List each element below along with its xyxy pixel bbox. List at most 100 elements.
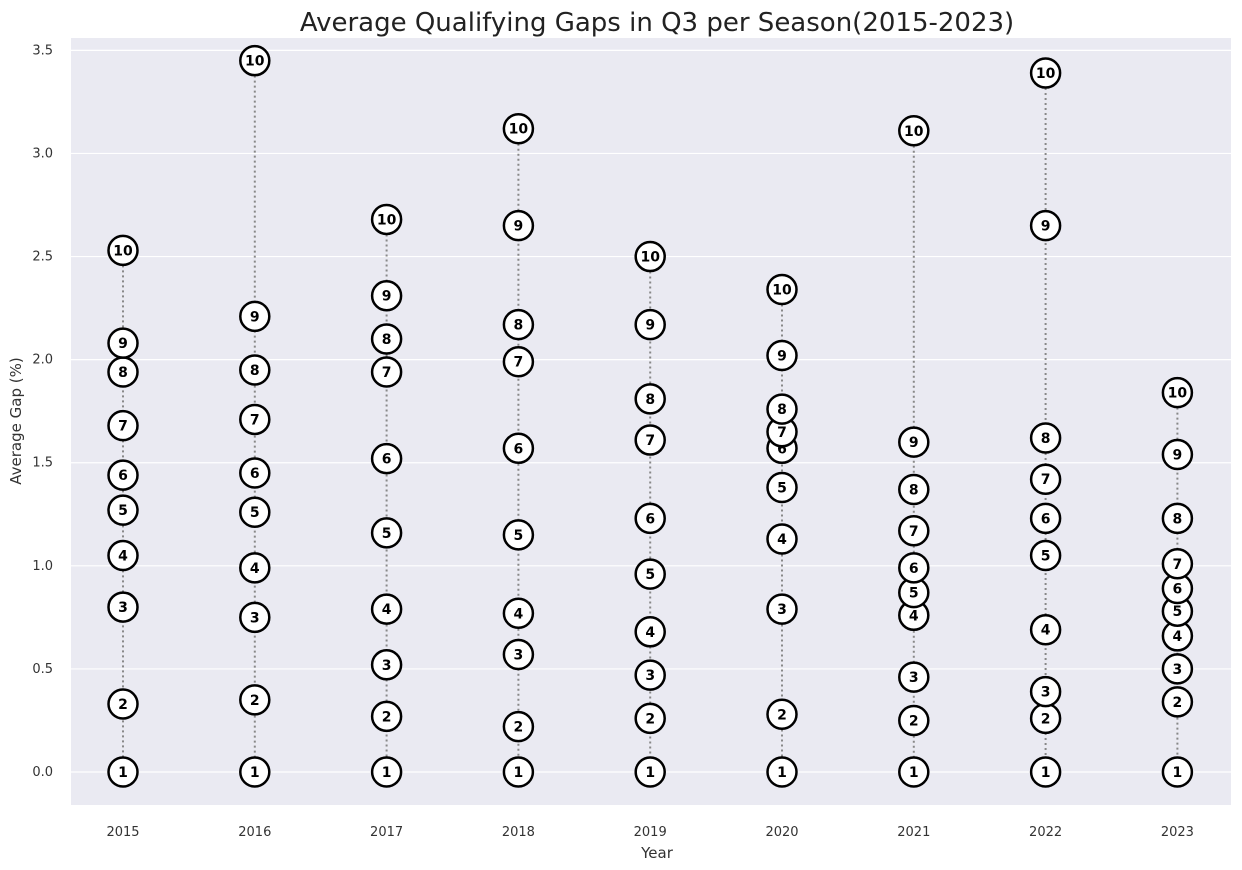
- marker-circle: [370, 203, 403, 236]
- x-tick-label: 2020: [765, 825, 798, 840]
- marker-circle: [1161, 376, 1194, 409]
- driver-marker-2020-p2: 2: [766, 698, 798, 731]
- marker-circle: [634, 308, 666, 341]
- marker-circle: [1029, 209, 1062, 242]
- marker-position-label: 6: [909, 561, 919, 577]
- marker-position-label: 9: [118, 336, 128, 352]
- marker-position-label: 10: [772, 283, 792, 299]
- driver-marker-2023-p8: 8: [1161, 502, 1194, 535]
- marker-circle: [239, 403, 271, 436]
- marker-position-label: 9: [909, 435, 919, 451]
- marker-position-label: 6: [250, 466, 260, 482]
- driver-marker-2023-p7: 7: [1161, 548, 1194, 580]
- driver-marker-2022-p9: 9: [1029, 209, 1062, 242]
- driver-marker-2019-p4: 4: [634, 616, 666, 648]
- driver-marker-2016-p1: 1: [239, 756, 271, 788]
- driver-marker-2016-p10: 10: [239, 44, 271, 77]
- marker-circle: [766, 471, 798, 504]
- marker-position-label: 8: [514, 318, 524, 334]
- marker-circle: [502, 710, 535, 743]
- marker-position-label: 6: [514, 441, 524, 457]
- driver-marker-2016-p5: 5: [239, 496, 271, 528]
- marker-circle: [898, 552, 930, 584]
- marker-circle: [239, 457, 271, 489]
- driver-marker-2019-p9: 9: [634, 308, 666, 341]
- driver-marker-2016-p2: 2: [239, 684, 271, 716]
- marker-circle: [107, 494, 139, 526]
- marker-circle: [1161, 653, 1194, 685]
- chart-title: Average Qualifying Gaps in Q3 per Season…: [300, 8, 1014, 38]
- marker-position-label: 1: [250, 765, 260, 781]
- driver-marker-2018-p1: 1: [502, 756, 535, 788]
- marker-circle: [502, 638, 535, 671]
- marker-position-label: 3: [909, 670, 919, 686]
- marker-position-label: 10: [1036, 66, 1056, 82]
- marker-circle: [1161, 438, 1194, 471]
- driver-marker-2022-p8: 8: [1029, 422, 1062, 454]
- marker-position-label: 3: [382, 658, 392, 674]
- marker-position-label: 7: [250, 412, 260, 428]
- marker-position-label: 9: [514, 219, 524, 235]
- driver-marker-2020-p8: 8: [766, 393, 798, 425]
- marker-position-label: 8: [909, 483, 919, 499]
- marker-circle: [1029, 613, 1062, 646]
- driver-marker-2017-p2: 2: [370, 700, 403, 733]
- marker-position-label: 3: [1173, 662, 1183, 678]
- marker-circle: [766, 339, 798, 372]
- marker-position-label: 10: [245, 54, 265, 70]
- marker-position-label: 4: [118, 549, 128, 565]
- marker-position-label: 9: [382, 289, 392, 305]
- marker-position-label: 7: [514, 355, 524, 371]
- driver-marker-2017-p9: 9: [370, 279, 403, 312]
- marker-position-label: 10: [377, 212, 397, 228]
- driver-marker-2015-p9: 9: [107, 327, 139, 359]
- marker-circle: [1029, 756, 1062, 788]
- driver-marker-2018-p7: 7: [502, 345, 535, 378]
- marker-position-label: 6: [1041, 511, 1051, 527]
- driver-marker-2022-p6: 6: [1029, 502, 1062, 535]
- driver-marker-2018-p9: 9: [502, 209, 535, 242]
- marker-position-label: 3: [1041, 685, 1051, 701]
- marker-circle: [1029, 57, 1062, 89]
- driver-marker-2020-p4: 4: [766, 523, 798, 555]
- driver-marker-2023-p5: 5: [1161, 595, 1194, 627]
- driver-marker-2015-p6: 6: [107, 459, 139, 491]
- marker-position-label: 6: [1173, 582, 1183, 598]
- marker-position-label: 10: [1168, 386, 1188, 402]
- marker-circle: [898, 515, 930, 547]
- x-tick-label: 2018: [502, 825, 535, 840]
- driver-marker-2020-p1: 1: [766, 756, 798, 788]
- driver-marker-2015-p2: 2: [107, 688, 139, 720]
- driver-marker-2023-p10: 10: [1161, 376, 1194, 409]
- marker-circle: [370, 756, 403, 788]
- y-tick-label: 2.5: [32, 250, 53, 265]
- marker-circle: [898, 661, 930, 693]
- marker-position-label: 1: [645, 765, 655, 781]
- driver-marker-2019-p1: 1: [634, 756, 666, 788]
- marker-circle: [239, 354, 271, 386]
- marker-position-label: 1: [777, 765, 787, 781]
- driver-marker-2018-p3: 3: [502, 638, 535, 671]
- driver-marker-2020-p3: 3: [766, 593, 798, 625]
- marker-position-label: 3: [777, 602, 787, 618]
- driver-marker-2022-p4: 4: [1029, 613, 1062, 646]
- marker-circle: [239, 601, 271, 634]
- marker-position-label: 3: [514, 647, 524, 663]
- marker-circle: [239, 684, 271, 716]
- marker-circle: [502, 308, 535, 341]
- driver-marker-2015-p10: 10: [107, 234, 139, 267]
- marker-position-label: 8: [777, 402, 787, 418]
- marker-position-label: 7: [1041, 472, 1051, 488]
- driver-marker-2020-p10: 10: [766, 273, 798, 306]
- driver-marker-2020-p5: 5: [766, 471, 798, 504]
- marker-circle: [634, 502, 666, 535]
- marker-position-label: 2: [118, 697, 128, 713]
- driver-marker-2015-p4: 4: [107, 539, 139, 572]
- marker-position-label: 8: [1173, 511, 1183, 527]
- marker-circle: [239, 756, 271, 788]
- x-tick-label: 2016: [238, 825, 271, 840]
- driver-marker-2016-p9: 9: [239, 300, 271, 333]
- driver-marker-2018-p6: 6: [502, 432, 535, 465]
- driver-marker-2019-p7: 7: [634, 424, 666, 456]
- driver-marker-2022-p10: 10: [1029, 57, 1062, 89]
